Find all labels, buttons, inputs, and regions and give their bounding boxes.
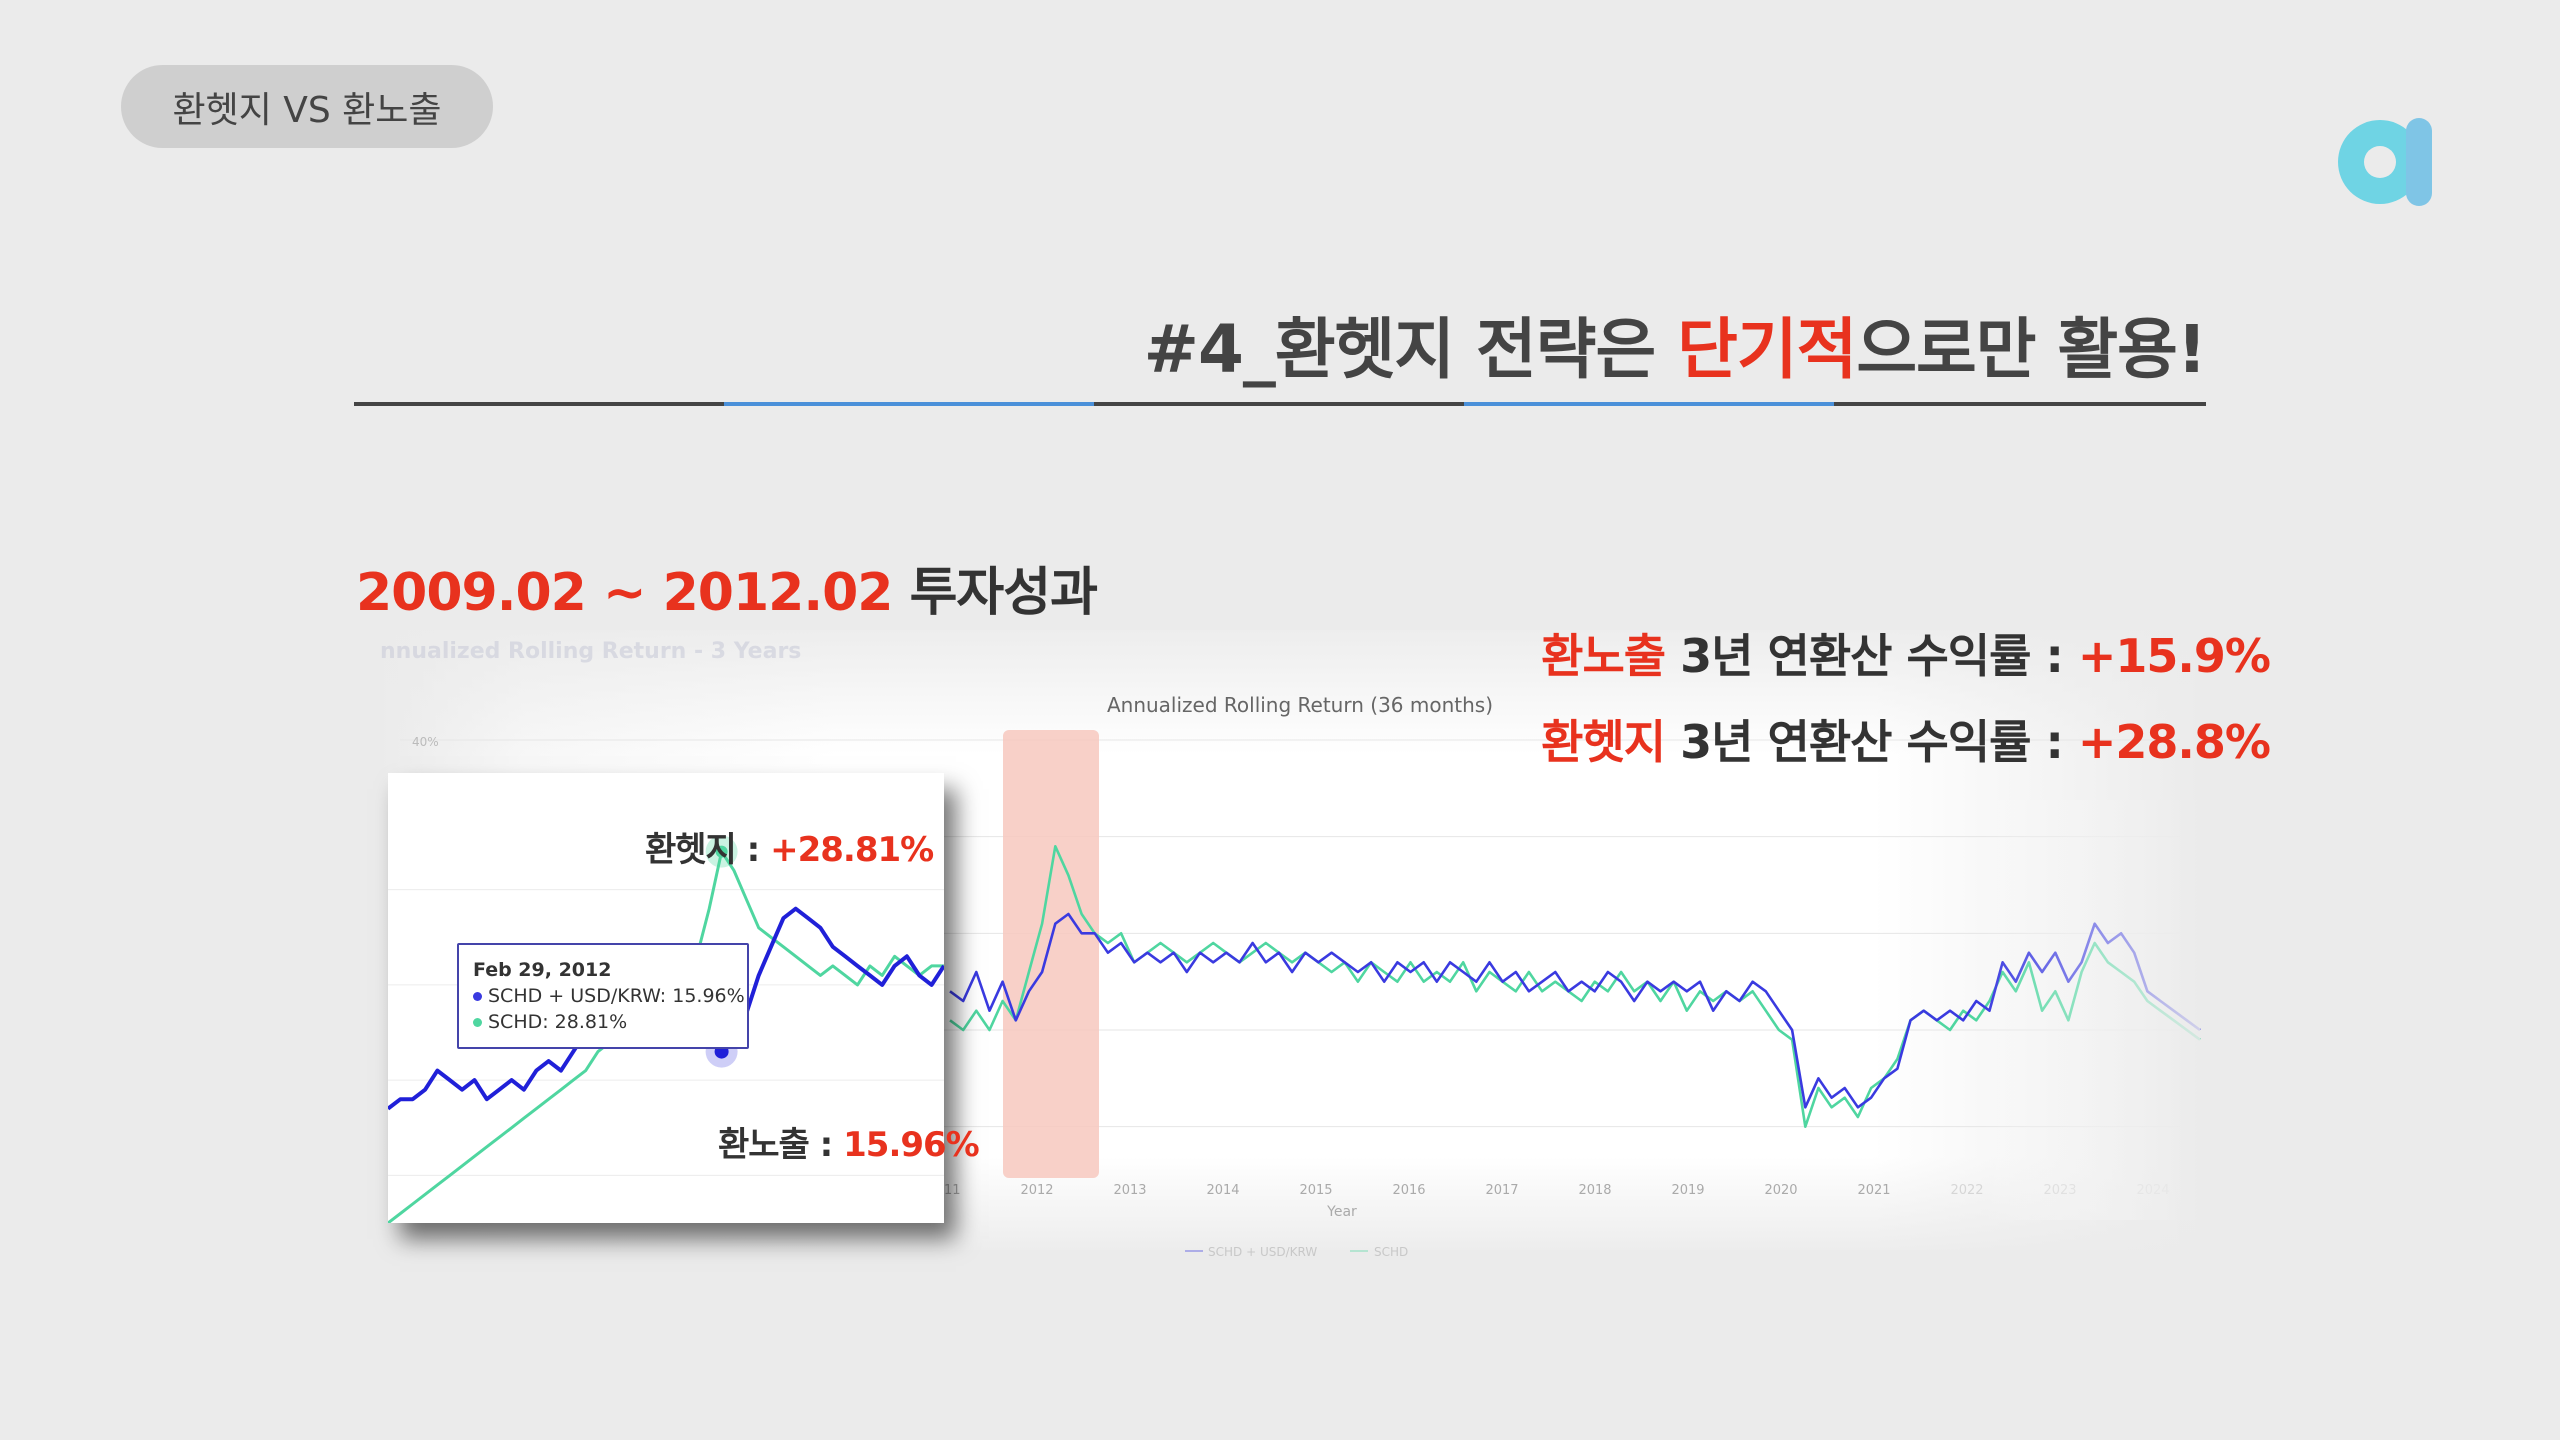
exposed-return-value: +15.9%	[2077, 629, 2271, 683]
hover-point-green	[715, 845, 728, 858]
zoom-hedged-label: 환헷지 : +28.81%	[645, 822, 934, 871]
tooltip-line-1: SCHD + USD/KRW: 15.96%	[488, 985, 745, 1007]
hedged-return-label: 환헷지	[1541, 715, 1666, 769]
x-tick-label: 2022	[1950, 1183, 1983, 1198]
x-tick-label: 2013	[1113, 1183, 1146, 1198]
x-tick-label: 2017	[1485, 1183, 1518, 1198]
exposed-return-label: 환노출	[1541, 629, 1666, 683]
x-tick-label: 2014	[1206, 1183, 1239, 1198]
x-tick-label: 2016	[1392, 1183, 1425, 1198]
zoom-exposed-label: 환노출 : 15.96%	[718, 1117, 980, 1166]
chart-legend: SCHD + USD/KRW SCHD	[1185, 1245, 1408, 1259]
hedged-return-value: +28.8%	[2077, 715, 2271, 769]
title-divider-2	[724, 402, 1094, 406]
tooltip-date: Feb 29, 2012	[473, 959, 612, 981]
chart-title: Annualized Rolling Return (36 months)	[1107, 693, 1493, 717]
x-tick-label: 2021	[1857, 1183, 1890, 1198]
zoom-exposed-value: 15.96%	[843, 1125, 980, 1165]
tooltip-row-2: SCHD: 28.81%	[473, 1009, 747, 1035]
dot-icon	[473, 992, 482, 1001]
chart-faded-title: nnualized Rolling Return - 3 Years	[380, 639, 801, 664]
legend-series-2: SCHD	[1374, 1245, 1408, 1259]
tooltip-line-2: SCHD: 28.81%	[488, 1011, 628, 1033]
tooltip-row-1: SCHD + USD/KRW: 15.96%	[473, 983, 747, 1009]
title-divider-3	[1094, 402, 1464, 406]
period-heading: 2009.02 ~ 2012.02 투자성과	[356, 550, 1098, 625]
zoom-exposed-text: 환노출 :	[718, 1125, 844, 1165]
x-tick-label: 2019	[1671, 1183, 1704, 1198]
brand-logo-icon	[2338, 118, 2432, 206]
exposed-return-text: 3년 연환산 수익률 :	[1665, 629, 2078, 683]
dot-icon	[473, 1018, 482, 1027]
x-tick-label: 2015	[1299, 1183, 1332, 1198]
title-divider-5	[1834, 402, 2206, 406]
title-prefix: #4_환헷지 전략은	[1143, 311, 1678, 388]
title-suffix: 으로만 활용!	[1856, 311, 2207, 388]
legend-series-1: SCHD + USD/KRW	[1208, 1245, 1317, 1259]
chart-tooltip: Feb 29, 2012 SCHD + USD/KRW: 15.96% SCHD…	[457, 943, 749, 1049]
title-divider-1	[354, 402, 724, 406]
period-label: 투자성과	[892, 563, 1098, 623]
chart-y-top-label: 40%	[412, 735, 439, 749]
zoom-hedged-value: +28.81%	[770, 830, 934, 870]
title-highlight: 단기적	[1677, 311, 1857, 388]
zoom-hedged-text: 환헷지 :	[645, 830, 771, 870]
page-title: #4_환헷지 전략은 단기적으로만 활용!	[354, 296, 2207, 392]
chart-right-fade	[1980, 800, 2200, 1220]
exposed-return-line: 환노출 3년 연환산 수익률 : +15.9%	[1541, 620, 2271, 686]
title-divider-4	[1464, 402, 1834, 406]
x-tick-label: 2018	[1578, 1183, 1611, 1198]
zoomed-chart-panel: Feb 29, 2012 SCHD + USD/KRW: 15.96% SCHD…	[388, 773, 944, 1223]
x-tick-label: 2020	[1764, 1183, 1797, 1198]
category-badge: 환헷지 VS 환노출	[121, 65, 493, 148]
hedged-return-text: 3년 연환산 수익률 :	[1665, 715, 2078, 769]
chart-x-axis-label: Year	[1326, 1204, 1357, 1220]
x-tick-label: 2012	[1020, 1183, 1053, 1198]
period-range: 2009.02 ~ 2012.02	[356, 563, 893, 623]
hedged-return-line: 환헷지 3년 연환산 수익률 : +28.8%	[1541, 706, 2271, 772]
highlight-period-band	[1003, 730, 1099, 1178]
